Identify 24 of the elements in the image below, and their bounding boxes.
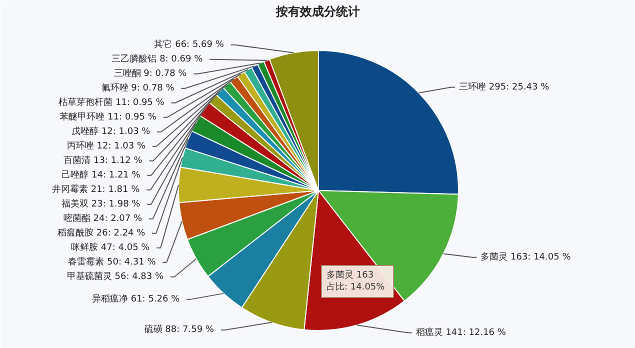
slice-label: 枯草芽孢杆菌 11: 0.95 % xyxy=(58,96,165,108)
text: 多菌灵 163 占比: 14.05% xyxy=(326,270,386,292)
slice-label: 己唑醇 14: 1.21 % xyxy=(62,169,141,180)
slice-label: 咪鲜胺 47: 4.05 % xyxy=(71,242,150,253)
slice-label: 多菌灵 163: 14.05 % xyxy=(480,251,572,262)
slice-label: 异稻瘟净 61: 5.26 % xyxy=(92,293,180,304)
slice-label: 福美双 23: 1.98 % xyxy=(62,198,141,210)
slice-label: 丙环唑 12: 1.03 % xyxy=(66,140,146,152)
slice-label: 嘧菌酯 24: 2.07 % xyxy=(63,212,142,224)
slice-label: 井冈霉素 21: 1.81 % xyxy=(52,184,140,195)
slice-label: 氟环唑 9: 0.78 % xyxy=(101,82,175,94)
slice-label: 戊唑醇 12: 1.03 % xyxy=(72,126,151,137)
chart-title: 按有效成分统计 xyxy=(275,4,360,18)
slice-label: 三乙膦酸铝 8: 0.69 % xyxy=(112,53,204,64)
slice-label: 其它 66: 5.69 % xyxy=(154,38,224,50)
slice-label: 稻瘟灵 141: 12.16 % xyxy=(416,326,506,338)
slice-label: 稻瘟酰胺 26: 2.24 % xyxy=(58,227,146,238)
slice-label: 硫磺 88: 7.59 % xyxy=(144,324,214,335)
slice-label: 苯醚甲环唑 11: 0.95 % xyxy=(60,111,157,122)
slice-label: 春雷霉素 50: 4.31 % xyxy=(68,256,156,268)
slice-label: 三唑酮 9: 0.78 % xyxy=(114,68,188,79)
slice-label: 甲基硫菌灵 56: 4.83 % xyxy=(66,270,164,282)
slice-label: 三环唑 295: 25.43 % xyxy=(459,81,550,92)
slice-label: 百菌清 13: 1.12 % xyxy=(64,154,143,166)
